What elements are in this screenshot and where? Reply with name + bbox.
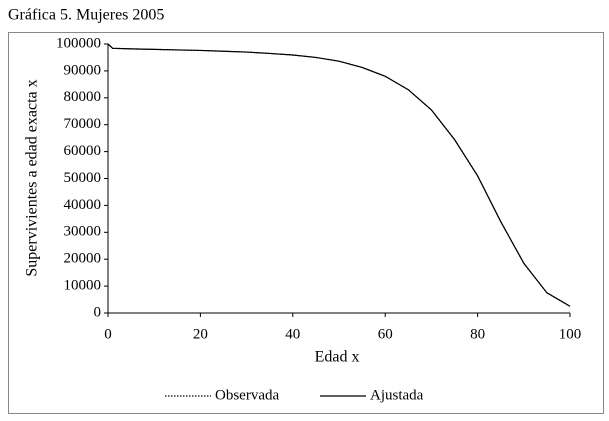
y-tick-label: 100000 bbox=[56, 35, 101, 51]
y-tick-label: 10000 bbox=[64, 278, 102, 294]
y-tick-label: 20000 bbox=[64, 251, 102, 267]
x-tick-label: 60 bbox=[378, 326, 393, 342]
y-tick-label: 30000 bbox=[64, 224, 102, 240]
series-line bbox=[107, 43, 571, 307]
y-tick-label: 70000 bbox=[64, 116, 102, 132]
x-tick-label: 40 bbox=[285, 326, 300, 342]
legend-label: Observada bbox=[215, 387, 279, 403]
y-tick-label: 50000 bbox=[64, 170, 102, 186]
x-tick-label: 80 bbox=[470, 326, 485, 342]
y-tick-label: 60000 bbox=[64, 143, 102, 159]
chart-title: Gráfica 5. Mujeres 2005 bbox=[8, 7, 164, 24]
x-tick-label: 20 bbox=[193, 326, 208, 342]
y-tick-label: 0 bbox=[94, 304, 102, 320]
y-axis-label: Supervivientes a edad exacta x bbox=[24, 79, 41, 276]
y-tick-label: 40000 bbox=[64, 197, 102, 213]
y-tick-label: 80000 bbox=[64, 89, 102, 105]
chart-frame bbox=[8, 32, 604, 414]
series-line bbox=[107, 43, 571, 307]
legend-label: Ajustada bbox=[370, 387, 424, 403]
x-tick-label: 0 bbox=[104, 326, 112, 342]
x-tick-label: 100 bbox=[559, 326, 582, 342]
x-axis-label: Edad x bbox=[315, 349, 360, 366]
y-tick-label: 90000 bbox=[64, 62, 102, 78]
